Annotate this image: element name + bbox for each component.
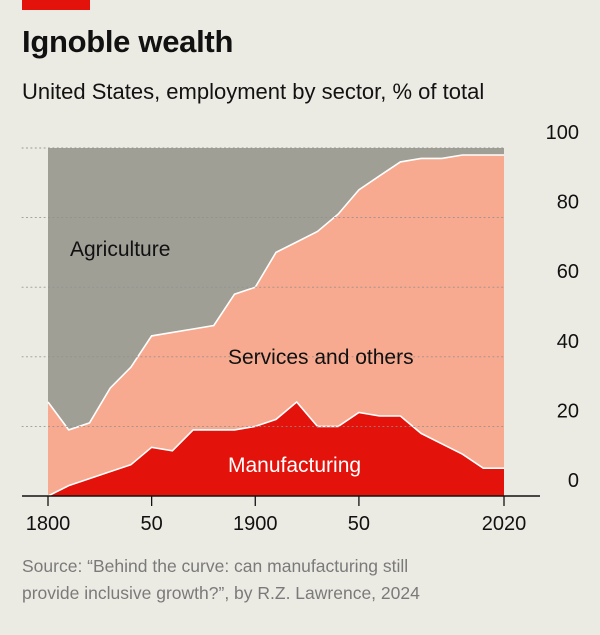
stacked-area-chart: 0 20 40 60 80 100 1800 50 1900 50 2020 Manufactur… bbox=[21, 122, 579, 535]
services-and-others-label: Services and others bbox=[228, 346, 414, 369]
chart-subtitle: United States, employment by sector, % o… bbox=[22, 79, 485, 104]
x-tick-label: 1900 bbox=[233, 513, 278, 535]
plot-areas bbox=[47, 148, 504, 497]
y-tick-label: 0 bbox=[568, 470, 579, 492]
source-note: Source: “Behind the curve: can manufactu… bbox=[22, 553, 482, 607]
manufacturing-area bbox=[48, 402, 504, 496]
source-line-1: Source: “Behind the curve: can manufactu… bbox=[22, 556, 409, 576]
gridlines bbox=[21, 147, 505, 427]
area-labels: Manufacturing Services and others Agricult… bbox=[70, 238, 414, 477]
manufacturing-label: Manufacturing bbox=[228, 454, 361, 477]
y-axis: 0 20 40 60 80 100 bbox=[22, 122, 579, 497]
x-tick-label: 1800 bbox=[26, 513, 71, 535]
services-and-others-area bbox=[48, 155, 504, 496]
source-line-2: provide inclusive growth?”, by R.Z. Lawr… bbox=[22, 583, 420, 603]
chart-title: Ignoble wealth bbox=[22, 24, 234, 59]
x-axis: 1800 50 1900 50 2020 bbox=[26, 496, 527, 535]
y-tick-label: 40 bbox=[557, 331, 579, 353]
x-tick-label: 50 bbox=[141, 513, 163, 535]
agriculture-area bbox=[48, 148, 504, 430]
y-tick-label: 60 bbox=[557, 261, 579, 283]
y-tick-label: 100 bbox=[546, 122, 579, 144]
x-tick-label: 50 bbox=[348, 513, 370, 535]
services-and-others-boundary-line bbox=[47, 154, 504, 431]
y-tick-label: 80 bbox=[557, 192, 579, 214]
brand-bar bbox=[22, 0, 90, 10]
x-tick-label: 2020 bbox=[482, 513, 527, 535]
manufacturing-boundary-line bbox=[47, 400, 504, 497]
y-tick-label: 20 bbox=[557, 400, 579, 422]
agriculture-label: Agriculture bbox=[70, 238, 170, 261]
